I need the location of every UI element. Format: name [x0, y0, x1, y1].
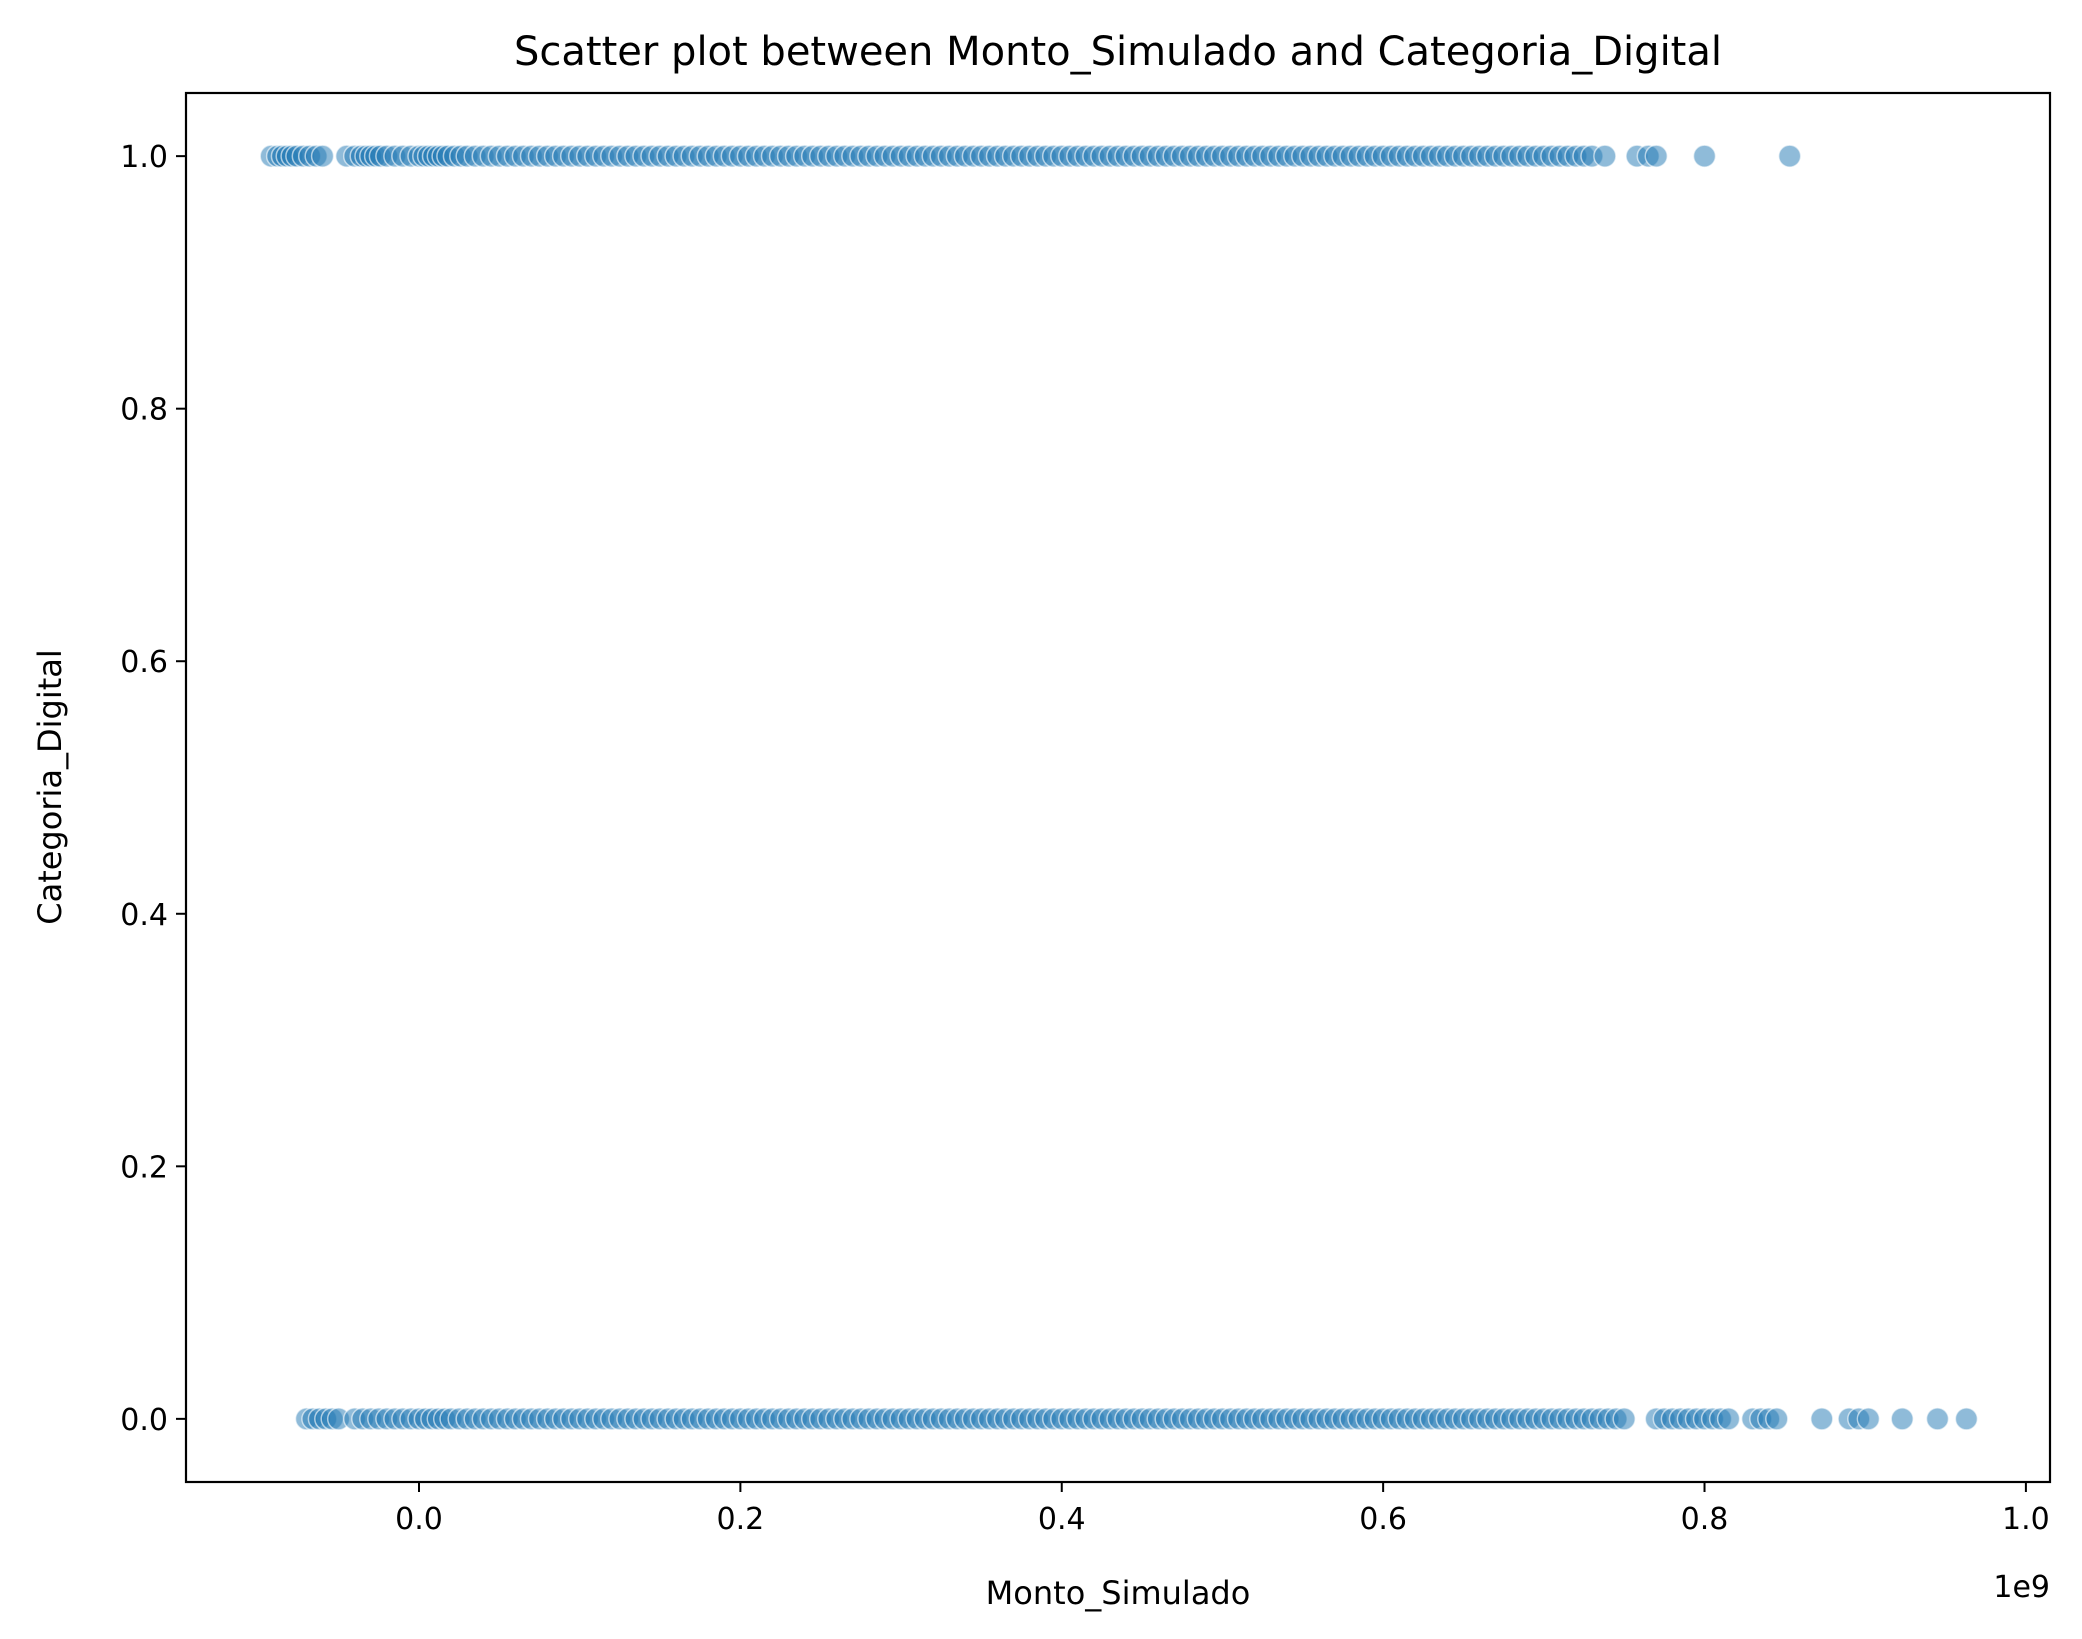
scatter-point: [1925, 1407, 1950, 1431]
x-tick-label: 0.4: [1038, 1502, 1086, 1537]
y-tick-label: 0.8: [120, 393, 168, 428]
scatter-point: [1716, 1407, 1741, 1431]
y-tick-label: 1.0: [120, 140, 168, 175]
chart-title: Scatter plot between Monto_Simulado and …: [514, 29, 1722, 75]
scatter-point: [1644, 144, 1669, 168]
x-tick-label: 0.0: [395, 1502, 443, 1537]
scatter-point: [1856, 1407, 1881, 1431]
x-tick-label: 0.8: [1681, 1502, 1729, 1537]
y-tick-label: 0.0: [120, 1403, 168, 1438]
scatter-point: [1777, 144, 1802, 168]
scatter-point: [1954, 1407, 1979, 1431]
x-axis-label: Monto_Simulado: [986, 1574, 1251, 1612]
scatter-point: [1692, 144, 1717, 168]
x-offset-label: 1e9: [1993, 1570, 2050, 1605]
scatter-point: [1765, 1407, 1789, 1431]
scatter-point: [1612, 1407, 1636, 1431]
y-tick-label: 0.6: [120, 645, 168, 680]
y-tick-label: 0.2: [120, 1150, 168, 1185]
ticks-layer: 0.0 0.2 0.4 0.6 0.8 1.0 0.0 0.2 0.4 0.6 0.8 1.0: [120, 140, 2049, 1537]
scatter-point: [1890, 1407, 1914, 1431]
scatter-point: [310, 144, 335, 168]
x-tick-label: 0.6: [1359, 1502, 1407, 1537]
scatter-point: [1593, 144, 1617, 168]
x-tick-label: 0.2: [717, 1502, 765, 1537]
y-tick-label: 0.4: [120, 898, 168, 933]
points-layer: [259, 144, 1979, 1431]
plot-frame: [184, 91, 2052, 1484]
scatter-point: [1810, 1407, 1834, 1431]
x-tick-label: 1.0: [2002, 1502, 2050, 1537]
y-axis-label: Categoria_Digital: [31, 649, 69, 925]
